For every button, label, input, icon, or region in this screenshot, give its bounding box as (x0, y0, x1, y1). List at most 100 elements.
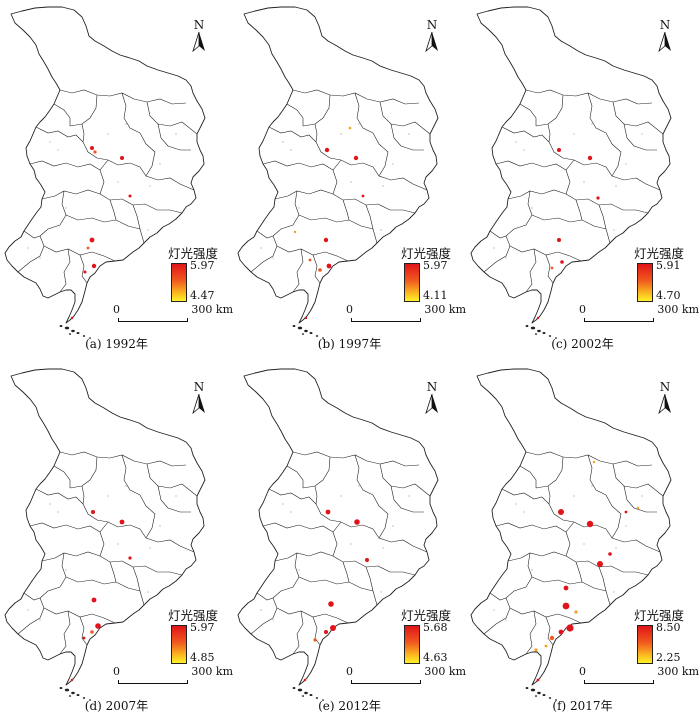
north-arrow-dark-half (199, 32, 205, 51)
island (309, 332, 313, 334)
night-light-patch (587, 155, 593, 161)
boundary-dot (641, 495, 643, 497)
admin-boundary (535, 94, 564, 127)
admin-boundary (525, 610, 537, 655)
night-light-patch (86, 246, 90, 250)
night-light-patch (624, 510, 628, 514)
admin-boundary (41, 551, 101, 562)
legend-min-value: 4.85 (190, 651, 215, 664)
admin-boundary (573, 159, 661, 191)
boundary-dot (340, 133, 342, 135)
legend-min-value: 4.63 (423, 651, 448, 664)
scale-zero-label: 0 (346, 665, 353, 678)
admin-boundary (587, 454, 607, 496)
boundary-dot (613, 229, 615, 231)
legend-min-value: 4.47 (190, 289, 215, 302)
north-arrow: N (656, 19, 674, 55)
admin-boundary (605, 132, 622, 177)
night-light-patch (549, 635, 555, 641)
island (315, 697, 319, 699)
intensity-legend: 灯光强度 8.50 2.25 (634, 609, 700, 681)
scale-zero-label: 0 (113, 303, 120, 316)
legend-color-ramp (637, 625, 653, 664)
island (315, 335, 319, 337)
night-light-patch (348, 126, 352, 130)
panel-caption: (e) 2012年 (318, 699, 381, 713)
legend-title: 灯光强度 (168, 608, 219, 623)
night-light-patch (365, 558, 369, 562)
region-outline (237, 6, 439, 324)
legend-title: 灯光强度 (634, 246, 685, 261)
legend-max-value: 5.97 (190, 621, 215, 634)
scale-zero-label: 0 (346, 303, 353, 316)
boundary-dot (350, 543, 352, 545)
night-light-patch (592, 460, 596, 464)
admin-boundary (545, 616, 554, 646)
boundary-dot (117, 181, 119, 183)
island (304, 329, 308, 333)
scale-zero-label: 0 (113, 665, 120, 678)
night-light-patch (563, 585, 569, 591)
boundary-dot (523, 149, 525, 151)
island (301, 695, 305, 697)
admin-boundary (274, 189, 334, 200)
legend-color-ramp (404, 625, 420, 664)
scale-bar: 0 300 km (346, 304, 466, 328)
night-light-patch (562, 602, 570, 610)
boundary-dot (159, 525, 161, 527)
night-light-patch (608, 552, 612, 556)
admin-boundary (121, 92, 141, 134)
boundary-dot (39, 257, 41, 259)
scale-bar-line (118, 318, 188, 322)
night-light-patch (303, 678, 307, 682)
admin-boundary (39, 552, 67, 599)
region-outline (470, 368, 672, 686)
admin-boundary (298, 576, 374, 592)
admin-boundary (262, 159, 342, 171)
boundary-dot (298, 207, 300, 209)
map-panel: N 灯光强度 5.97 4.11 0 300 km (b) 1997年 (233, 0, 466, 360)
legend-max-value: 5.68 (423, 621, 448, 634)
admin-boundary (390, 123, 424, 151)
boundary-dot (531, 207, 533, 209)
scale-bar-line (584, 318, 654, 322)
boundary-dot (380, 229, 382, 231)
boundary-dot (625, 163, 627, 165)
night-light-patch (361, 194, 365, 198)
boundary-dot (282, 141, 284, 143)
boundary-dot (531, 569, 533, 571)
scale-distance-label: 300 km (657, 665, 699, 678)
night-light-patch (558, 509, 564, 515)
boundary-dot (493, 609, 495, 611)
island (71, 329, 75, 333)
scale-bar: 0 300 km (346, 666, 466, 690)
boundary-dot (282, 503, 284, 505)
night-light-patch (90, 630, 94, 634)
admin-boundary (354, 454, 374, 496)
night-light-patch (120, 156, 124, 160)
night-light-patch (636, 506, 640, 510)
admin-boundary (302, 456, 331, 489)
boundary-dot (523, 511, 525, 513)
boundary-dot (392, 163, 394, 165)
north-arrow-light-half (192, 32, 200, 52)
legend-title: 灯光强度 (634, 608, 685, 623)
scale-bar: 0 300 km (113, 666, 233, 690)
legend-max-value: 8.50 (656, 621, 681, 634)
boundary-dot (382, 547, 384, 549)
boundary-dot (57, 511, 59, 513)
island (548, 335, 552, 337)
admin-boundary (598, 566, 611, 606)
admin-boundary (495, 521, 575, 533)
north-arrow-light-half (425, 394, 433, 414)
admin-boundary (531, 214, 607, 230)
boundary-dot (147, 591, 149, 593)
legend-title: 灯光强度 (168, 246, 219, 261)
admin-boundary (107, 159, 195, 191)
admin-boundary (121, 454, 141, 496)
admin-boundary (35, 488, 84, 505)
admin-boundary (35, 126, 84, 143)
night-light-patch (91, 263, 97, 269)
admin-boundary (365, 566, 378, 606)
